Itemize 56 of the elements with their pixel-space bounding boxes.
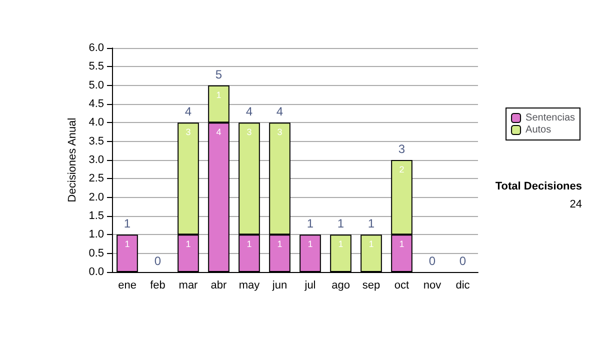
x-tick-label: abr (210, 280, 228, 292)
legend-label: Sentencias (526, 112, 576, 124)
data-label: 1 (368, 239, 374, 250)
data-label: 1 (399, 239, 404, 250)
total-label: 4 (184, 104, 192, 119)
y-tick-label: 4.0 (88, 116, 104, 129)
y-tick-label: 1.0 (88, 228, 104, 241)
data-label: 3 (186, 127, 191, 138)
y-tick-label: 3.0 (88, 154, 104, 166)
y-axis-title: Decisiones Anual (66, 118, 78, 202)
y-tick-label: 2.0 (88, 191, 104, 204)
data-label: 1 (124, 239, 130, 250)
total-label: 3 (398, 142, 406, 156)
total-label: 1 (368, 216, 375, 231)
total-label: 1 (337, 216, 344, 231)
x-tick-label: nov (423, 280, 442, 292)
total-label: 0 (459, 254, 466, 268)
x-tick-label: mar (178, 280, 198, 292)
data-label: 4 (216, 127, 222, 138)
data-label: 2 (399, 164, 404, 174)
total-label: 1 (306, 216, 314, 231)
y-tick-label: 0.5 (88, 247, 104, 260)
x-tick-label: may (238, 280, 260, 292)
x-tick-label: oct (394, 280, 410, 292)
x-tick-label: ene (118, 280, 136, 292)
x-tick-label: jun (271, 280, 288, 292)
data-label: 1 (216, 90, 222, 100)
data-label: 1 (308, 239, 313, 250)
y-tick-label: 5.0 (88, 79, 104, 92)
legend-label: Autos (526, 124, 552, 136)
y-tick-label: 2.5 (88, 172, 104, 185)
y-tick-label: 4.5 (88, 98, 104, 110)
total-label: 4 (246, 104, 253, 119)
y-tick-label: 3.5 (88, 135, 104, 148)
data-label: 1 (186, 239, 191, 250)
text: Total Decisiones (495, 180, 582, 192)
data-label: 1 (277, 239, 282, 250)
y-tick-label: 5.5 (88, 60, 104, 73)
y-tick-label: 1.5 (88, 210, 104, 222)
x-tick-label: jul (304, 280, 316, 292)
total-label: 5 (215, 67, 222, 82)
data-label: 3 (246, 127, 252, 138)
x-tick-label: dic (456, 280, 470, 292)
x-tick-label: feb (150, 280, 166, 292)
y-tick-label: 0.0 (88, 266, 104, 278)
data-label: 1 (338, 239, 344, 250)
data-label: 1 (246, 239, 252, 250)
text: 24 (570, 198, 582, 210)
total-label: 0 (428, 254, 436, 268)
x-tick-label: sep (362, 280, 380, 292)
y-tick-label: 6.0 (88, 42, 104, 54)
total-label: 1 (124, 216, 131, 231)
total-label: 0 (154, 254, 162, 268)
data-label: 3 (277, 127, 282, 138)
total-label: 4 (276, 104, 284, 119)
x-tick-label: ago (332, 280, 350, 292)
